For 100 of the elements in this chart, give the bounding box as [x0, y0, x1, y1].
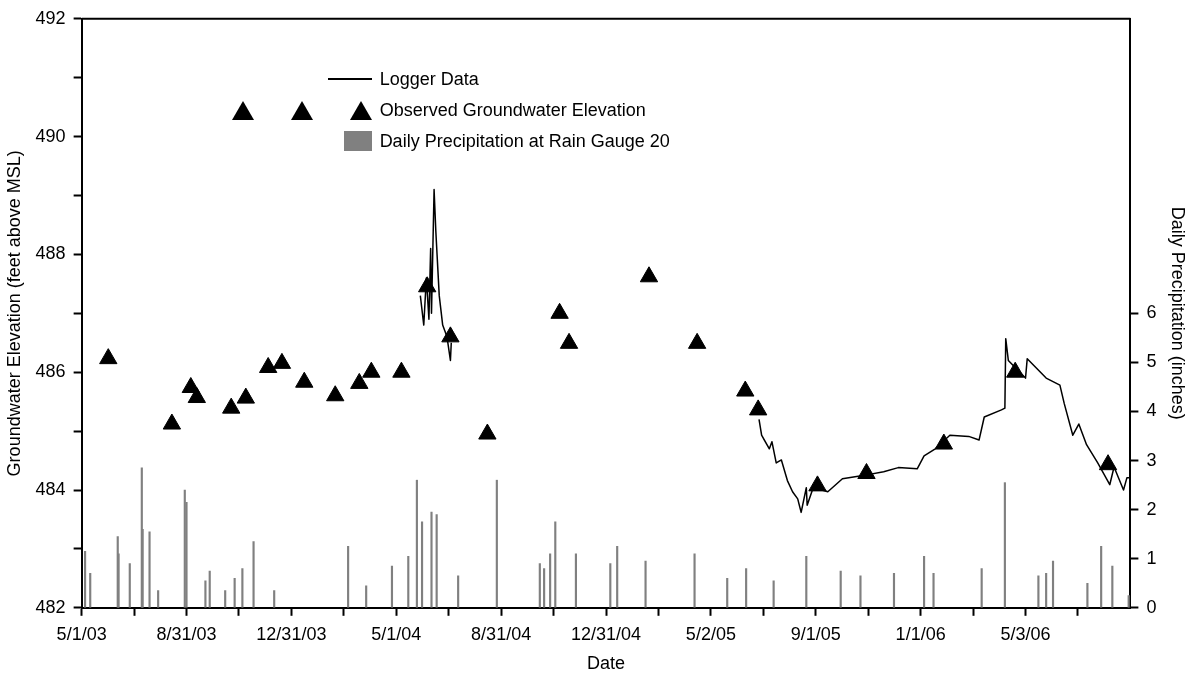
x-tick-label: 12/31/03	[256, 623, 327, 644]
y-tick-label: 490	[35, 125, 66, 146]
bar	[1100, 546, 1103, 608]
bar	[549, 553, 552, 608]
bar	[252, 541, 255, 608]
point	[441, 326, 460, 343]
bar	[1051, 560, 1055, 608]
y2-tick-label: 4	[1146, 400, 1157, 421]
y-axis-title: Groundwater Elevation (feet above MSL)	[3, 150, 24, 477]
legend-label: Observed Groundwater Elevation	[379, 99, 646, 121]
point	[934, 433, 954, 450]
point	[639, 266, 659, 283]
y2-tick-label: 0	[1146, 596, 1157, 617]
y2-tick-label: 5	[1146, 351, 1157, 372]
bar	[457, 575, 460, 608]
bar	[745, 568, 748, 608]
bar	[1003, 482, 1006, 608]
bar	[435, 514, 438, 608]
bar	[644, 560, 647, 608]
point	[162, 413, 182, 430]
bar	[128, 563, 131, 608]
y-tick-label: 486	[35, 361, 66, 382]
point	[1006, 361, 1025, 378]
point	[295, 371, 314, 388]
point	[187, 387, 206, 404]
point	[550, 302, 569, 319]
point	[808, 475, 827, 492]
x-tick-label: 8/31/03	[156, 623, 217, 644]
bar	[415, 479, 418, 608]
bar	[430, 511, 433, 608]
bar	[1045, 573, 1048, 608]
bar	[772, 580, 775, 608]
bar	[859, 575, 862, 608]
point	[222, 397, 241, 414]
bar	[554, 521, 557, 608]
bar	[495, 479, 498, 608]
bar	[204, 580, 207, 608]
bar	[420, 521, 424, 608]
y2-tick-label: 6	[1146, 302, 1157, 323]
y2-tick-label: 1	[1146, 547, 1157, 568]
bar	[805, 555, 808, 608]
point	[687, 332, 707, 349]
bar	[1086, 582, 1089, 608]
x-tick-label: 12/31/04	[570, 623, 642, 644]
y-tick-label: 482	[35, 596, 66, 617]
x-axis-title: Date	[587, 653, 626, 674]
bar	[407, 555, 410, 608]
point	[478, 423, 497, 440]
point	[857, 463, 876, 480]
point	[236, 387, 255, 404]
bar	[89, 573, 92, 608]
point	[259, 356, 278, 373]
bar	[83, 551, 87, 608]
point	[736, 380, 755, 397]
bar	[616, 546, 619, 608]
bar	[892, 573, 896, 608]
bar	[241, 568, 244, 608]
x-tick-label: 5/3/06	[1000, 623, 1051, 644]
bar	[609, 563, 612, 608]
bar	[1111, 565, 1114, 608]
bar	[1037, 575, 1040, 608]
bar	[224, 590, 227, 608]
x-tick-label: 8/31/04	[471, 623, 532, 644]
bar	[208, 570, 211, 608]
bar	[538, 563, 541, 608]
bar	[923, 555, 926, 608]
bar	[273, 590, 276, 608]
bar	[980, 568, 983, 608]
y2-tick-label: 2	[1146, 498, 1157, 519]
point	[392, 361, 411, 378]
y2-axis-title: Daily Precipitation (inches)	[1168, 206, 1189, 420]
bar	[148, 531, 151, 608]
x-tick-label: 5/1/03	[56, 623, 107, 644]
bar	[233, 578, 236, 608]
point	[418, 276, 437, 293]
bar	[390, 565, 394, 608]
y2-tick-label: 3	[1146, 449, 1157, 470]
legend-label: Logger Data	[379, 68, 479, 90]
legend-label: Daily Precipitation at Rain Gauge 20	[379, 130, 670, 152]
bar	[574, 553, 577, 608]
point	[749, 399, 768, 416]
bar	[932, 573, 935, 608]
x-tick-label: 5/1/04	[371, 623, 422, 644]
bar	[157, 590, 160, 608]
point	[326, 385, 345, 402]
x-tick-label: 9/1/05	[790, 623, 841, 644]
bar	[347, 546, 350, 608]
point	[362, 361, 381, 378]
point	[1098, 454, 1118, 471]
bar	[839, 570, 842, 608]
point	[350, 372, 369, 389]
point	[559, 332, 579, 349]
y-tick-label: 492	[35, 7, 66, 28]
x-tick-label: 1/1/06	[895, 623, 946, 644]
bar	[365, 585, 368, 608]
bar	[726, 578, 729, 608]
y-tick-label: 488	[35, 243, 66, 264]
x-tick-label: 5/2/05	[685, 623, 736, 644]
bar	[543, 568, 546, 608]
point	[272, 352, 292, 369]
